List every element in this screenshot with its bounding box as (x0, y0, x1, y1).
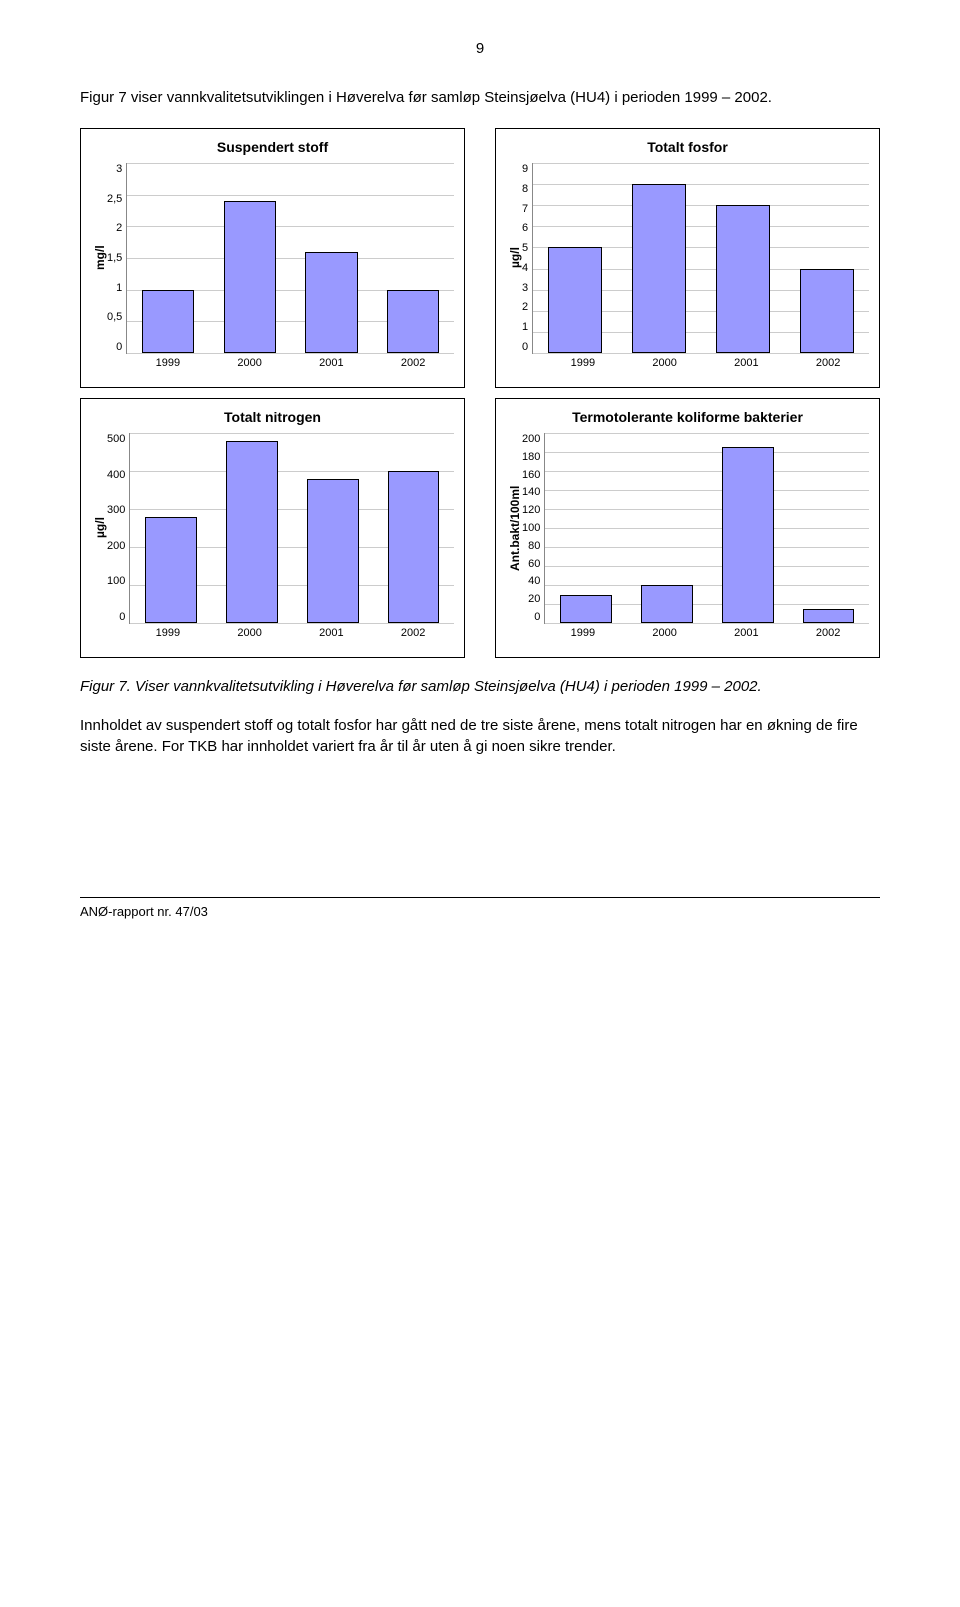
bar (224, 201, 276, 353)
y-axis-label: mg/l (91, 163, 107, 353)
bar (387, 290, 439, 353)
chart-row-2: Totalt nitrogen µg/l5004003002001000 19992… (80, 398, 880, 658)
y-axis-label: µg/l (506, 163, 522, 353)
bar (305, 252, 357, 353)
chart-totalt-nitrogen: Totalt nitrogen µg/l5004003002001000 19992… (80, 398, 465, 658)
bar (142, 290, 194, 353)
bar (560, 595, 612, 624)
chart-title: Termotolerante koliforme bakterier (506, 409, 869, 425)
chart-row-1: Suspendert stoffmg/l32,521,510,501999200… (80, 128, 880, 388)
y-axis-ticks: 9876543210 (522, 163, 532, 353)
page-number: 9 (80, 40, 880, 57)
bar (388, 471, 440, 623)
bar (722, 447, 774, 623)
bar (632, 184, 686, 353)
x-axis-labels: 1999200020012002 (542, 627, 869, 639)
bar (226, 441, 278, 623)
chart-title: Totalt fosfor (506, 139, 869, 155)
chart-suspendert-stoff: Suspendert stoff mg/l32,521,510,501999200… (80, 128, 465, 388)
bar (800, 269, 854, 353)
plot-area (532, 163, 869, 354)
chart-totalt-fosfor: Totalt fosfor µg/l9876543210 1999200020012… (495, 128, 880, 388)
bar (145, 517, 197, 623)
x-axis-labels: 1999200020012002 (542, 357, 869, 369)
intro-text: Figur 7 viser vannkvalitetsutviklingen i… (80, 87, 880, 108)
y-axis-label: µg/l (91, 433, 107, 623)
body-text: Innholdet av suspendert stoff og totalt … (80, 715, 880, 757)
y-axis-ticks: 200180160140120100806040200 (522, 433, 544, 623)
plot-area (544, 433, 869, 624)
x-axis-labels: 1999200020012002 (127, 627, 454, 639)
bar (548, 247, 602, 353)
y-axis-ticks: 5004003002001000 (107, 433, 129, 623)
bar (641, 585, 693, 623)
bar (307, 479, 359, 623)
y-axis-ticks: 32,521,510,50 (107, 163, 126, 353)
bar (803, 609, 855, 623)
bar (716, 205, 770, 353)
chart-tkb: Termotolerante koliforme bakterier Ant.ba… (495, 398, 880, 658)
plot-area (126, 163, 454, 354)
chart-title: Totalt nitrogen (91, 409, 454, 425)
plot-area (129, 433, 454, 624)
x-axis-labels: 1999200020012002 (127, 357, 454, 369)
figure-caption: Figur 7. Viser vannkvalitetsutvikling i … (80, 676, 880, 697)
y-axis-label: Ant.bakt/100ml (506, 433, 522, 623)
footer-text: ANØ-rapport nr. 47/03 (80, 897, 880, 919)
document-page: 9 Figur 7 viser vannkvalitetsutviklingen… (0, 0, 960, 949)
chart-title: Suspendert stoff (91, 139, 454, 155)
